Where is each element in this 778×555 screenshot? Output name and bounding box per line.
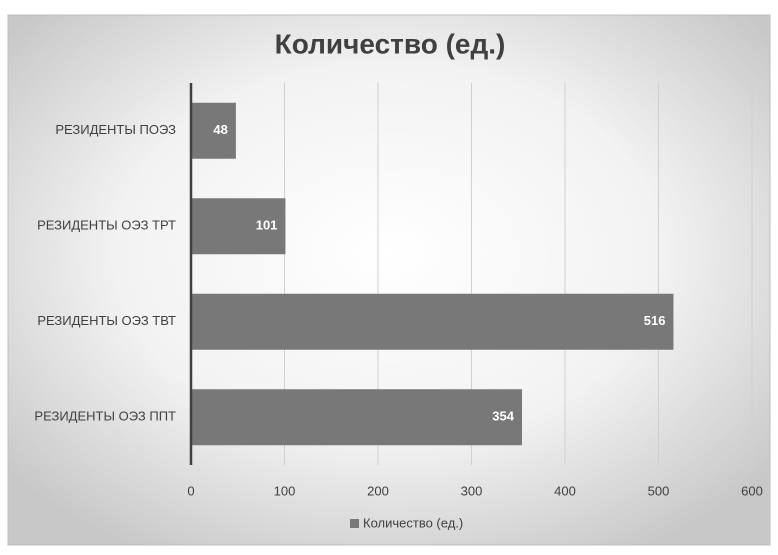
x-tick-label: 300 [461,483,483,498]
chart-background [7,14,771,546]
legend-label: Количество (ед.) [363,515,463,530]
x-tick-label: 400 [554,483,576,498]
x-tick-label: 500 [648,483,670,498]
y-tick-label: РЕЗИДЕНТЫ ОЭЗ ТРТ [37,218,176,233]
x-tick-label: 600 [741,483,763,498]
bar [191,198,286,255]
y-tick-label: РЕЗИДЕНТЫ ОЭЗ ТВТ [37,313,176,328]
bar [191,293,674,350]
bar [191,102,236,159]
y-tick-label: РЕЗИДЕНТЫ ОЭЗ ППТ [34,409,176,424]
data-label: 48 [213,122,227,137]
y-tick-label: РЕЗИДЕНТЫ ПОЭЗ [55,122,176,137]
x-tick-label: 100 [274,483,296,498]
x-tick-label: 200 [367,483,389,498]
data-label: 516 [644,313,666,328]
bar [191,389,522,446]
x-tick-label: 0 [187,483,194,498]
data-label: 101 [256,218,278,233]
data-label: 354 [492,409,514,424]
chart-title: Количество (ед.) [275,28,506,59]
legend-swatch [350,519,359,528]
